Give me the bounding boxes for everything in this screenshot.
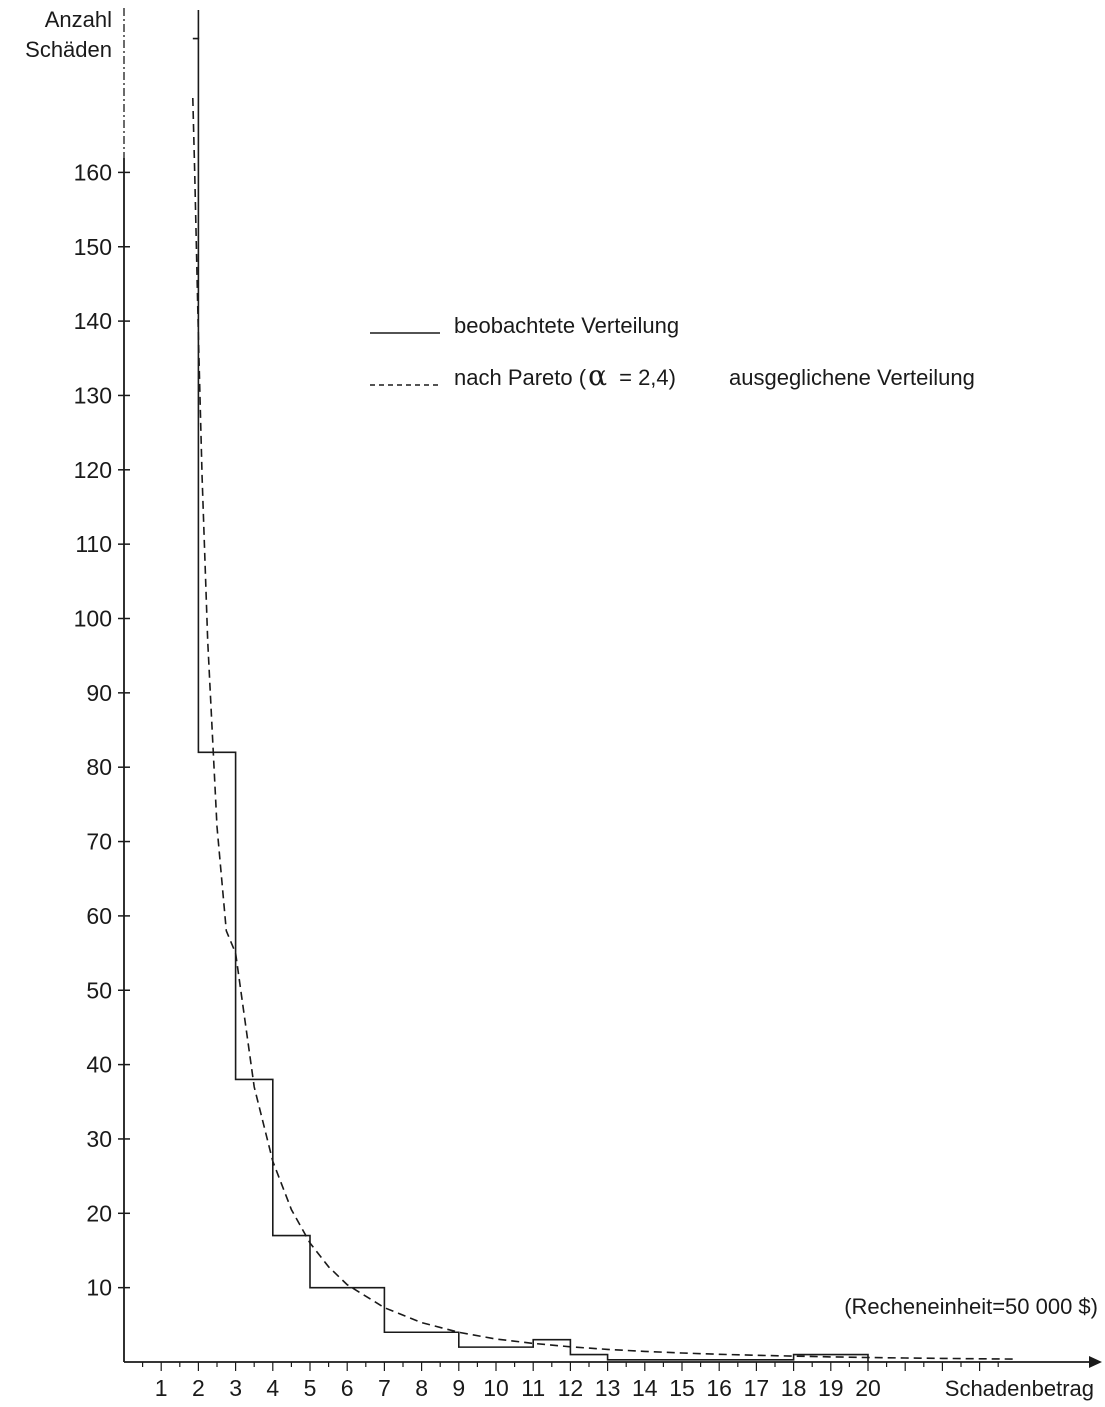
x-tick-label: 16 <box>706 1375 732 1401</box>
y-tick-label: 150 <box>74 234 112 260</box>
y-tick-label: 40 <box>86 1052 112 1078</box>
y-tick-label: 20 <box>86 1200 112 1226</box>
y-axis-title-line1: Anzahl <box>45 7 112 32</box>
x-tick-label: 19 <box>818 1375 844 1401</box>
y-tick-label: 70 <box>86 829 112 855</box>
y-tick-label: 160 <box>74 159 112 185</box>
x-tick-label: 8 <box>415 1375 428 1401</box>
y-tick-label: 90 <box>86 680 112 706</box>
x-tick-label: 9 <box>452 1375 465 1401</box>
legend-dashed-suffix: ausgeglichene Verteilung <box>729 365 975 390</box>
x-tick-label: 12 <box>558 1375 584 1401</box>
y-tick-label: 30 <box>86 1126 112 1152</box>
x-tick-label: 2 <box>192 1375 205 1401</box>
x-tick-label: 7 <box>378 1375 391 1401</box>
x-tick-label: 5 <box>304 1375 317 1401</box>
x-tick-label: 1 <box>155 1375 168 1401</box>
x-axis-arrow-icon <box>1089 1356 1102 1368</box>
x-tick-label: 15 <box>669 1375 695 1401</box>
legend: beobachtete Verteilung nach Pareto (α = … <box>370 313 975 392</box>
x-tick-label: 3 <box>229 1375 242 1401</box>
y-tick-label: 110 <box>75 531 112 557</box>
y-axis-title-line2: Schäden <box>25 37 112 62</box>
y-tick-label: 80 <box>86 754 112 780</box>
x-axis-title: Schadenbetrag <box>945 1376 1094 1401</box>
x-tick-label: 10 <box>483 1375 509 1401</box>
y-ticks-group: 10 20 30 40 50 60 70 80 90 100 110 120 130 140 150 160 <box>74 159 130 1301</box>
y-tick-label: 60 <box>86 903 112 929</box>
x-tick-label: 20 <box>855 1375 881 1401</box>
x-tick-label: 18 <box>781 1375 807 1401</box>
y-tick-label: 100 <box>74 606 112 632</box>
unit-note: (Recheneinheit=50 000 $) <box>844 1294 1098 1319</box>
x-tick-label: 11 <box>521 1375 545 1401</box>
observed-distribution-line <box>192 37 869 1362</box>
legend-dashed-formula: = 2,4) <box>613 365 676 390</box>
y-tick-label: 10 <box>86 1275 112 1301</box>
legend-alpha-symbol: α <box>588 359 607 392</box>
x-tick-label: 13 <box>595 1375 621 1401</box>
x-tick-label: 6 <box>341 1375 354 1401</box>
y-tick-label: 140 <box>74 308 112 334</box>
x-tick-label: 17 <box>744 1375 770 1401</box>
y-tick-label: 50 <box>86 977 112 1003</box>
x-ticks-group: 1 2 3 4 5 6 7 8 9 10 11 12 13 14 15 16 17 18 19 20 <box>142 1362 999 1401</box>
series-group <box>192 10 1017 1362</box>
legend-dashed-label: nach Pareto (α = 2,4) <box>454 359 676 392</box>
y-tick-label: 120 <box>74 457 112 483</box>
pareto-fit-line <box>192 97 1017 1360</box>
x-tick-label: 14 <box>632 1375 658 1401</box>
x-tick-label: 4 <box>266 1375 279 1401</box>
legend-solid-label: beobachtete Verteilung <box>454 313 679 338</box>
y-tick-label: 130 <box>74 382 112 408</box>
legend-dashed-prefix: nach Pareto ( <box>454 365 587 390</box>
